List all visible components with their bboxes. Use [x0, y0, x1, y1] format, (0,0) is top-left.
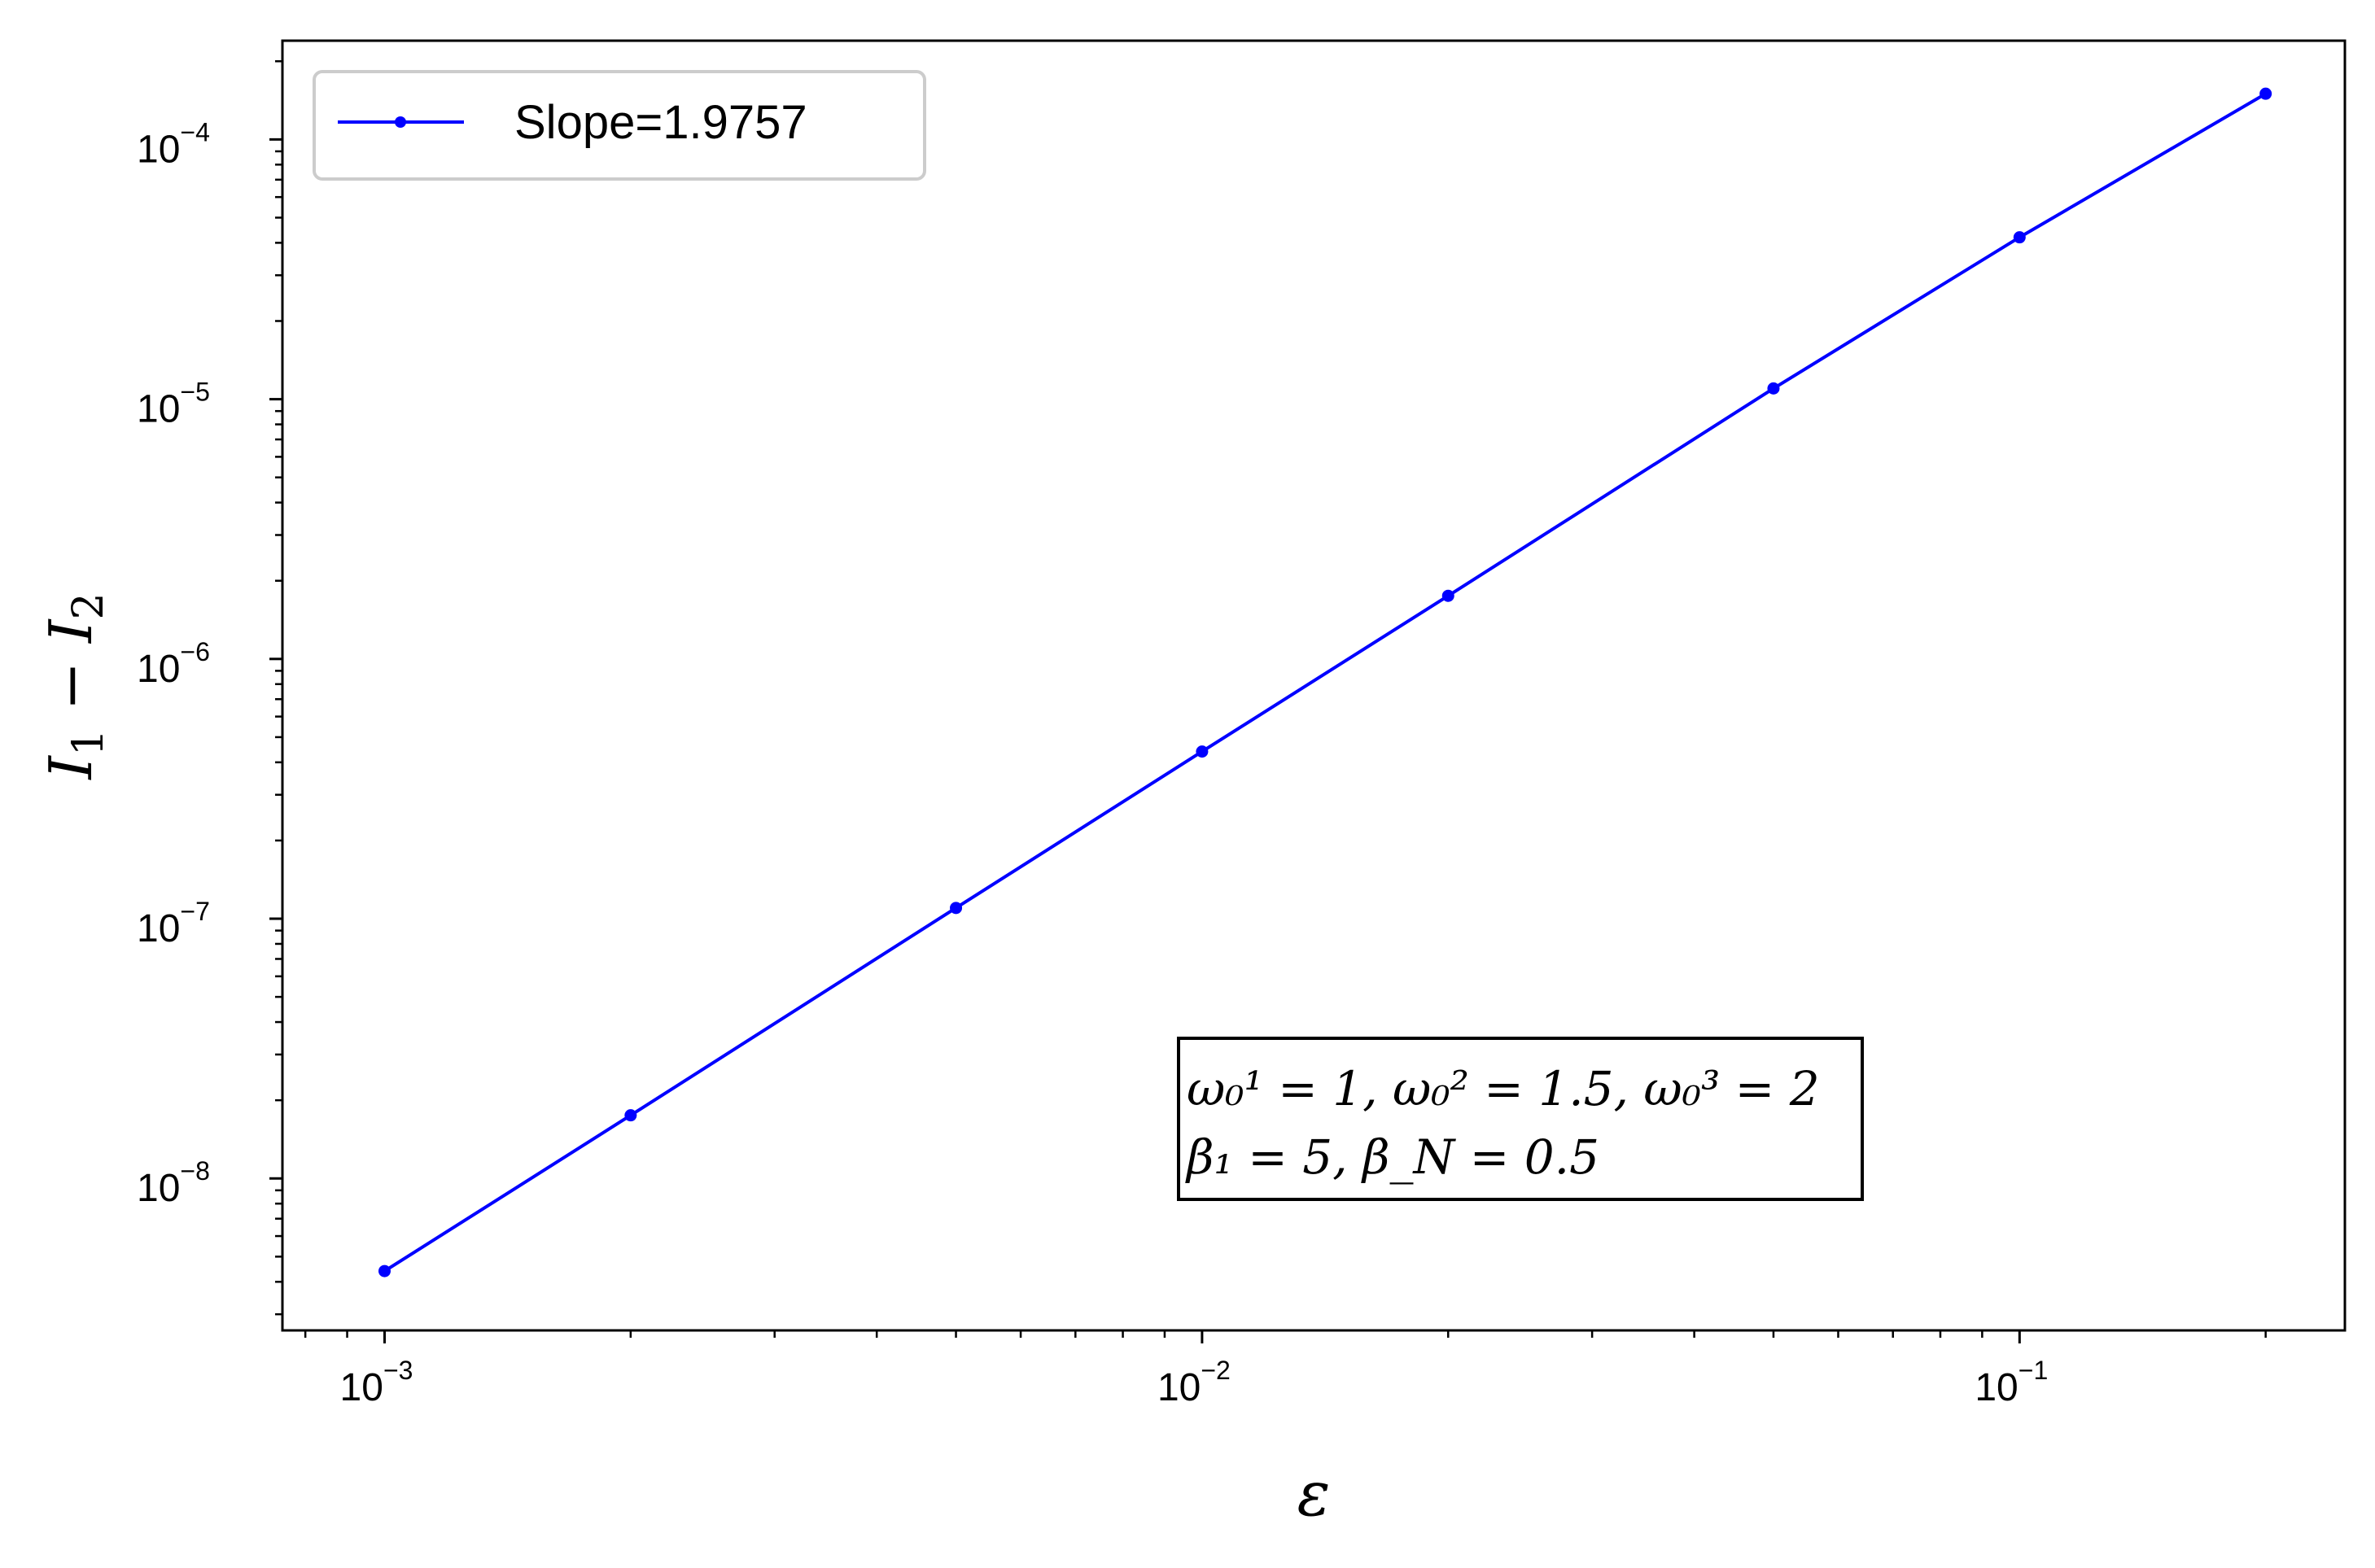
data-point — [1767, 382, 1780, 395]
annotation-line-1: ω₀¹ = 1, ω₀² = 1.5, ω₀³ = 2 — [1187, 1061, 1820, 1116]
y-tick-label: 10−6 — [137, 637, 210, 691]
annotation-line-2: β₁ = 5, β_N = 0.5 — [1185, 1129, 1599, 1185]
legend: Slope=1.9757 — [313, 70, 926, 181]
data-point — [1196, 745, 1209, 758]
y-tick-label: 10−7 — [137, 897, 210, 950]
y-tick-label: 10−4 — [137, 117, 210, 171]
series-layer — [378, 87, 2272, 1278]
y-tick-label: 10−8 — [137, 1156, 210, 1210]
y-axis-label: I1 − I2 — [37, 592, 113, 780]
major-ticks — [269, 138, 2021, 1343]
x-tick-label: 10−3 — [340, 1356, 413, 1409]
data-point — [624, 1109, 637, 1122]
data-point — [378, 1264, 391, 1278]
data-point — [2013, 231, 2026, 244]
annotation-box — [1177, 1037, 1864, 1201]
y-tick-label: 10−5 — [137, 378, 210, 431]
data-point — [950, 902, 963, 915]
x-axis-label: ε — [1297, 1457, 1331, 1530]
legend-marker — [395, 116, 406, 128]
x-tick-label: 10−2 — [1157, 1356, 1231, 1409]
legend-box — [313, 70, 926, 181]
x-tick-label: 10−1 — [1975, 1356, 2048, 1409]
legend-label: Slope=1.9757 — [514, 96, 807, 149]
data-point — [2259, 87, 2272, 100]
annotation: ω₀¹ = 1, ω₀² = 1.5, ω₀³ = 2 β₁ = 5, β_N … — [1177, 1037, 1864, 1201]
series-line — [383, 92, 2267, 1273]
data-point — [1441, 589, 1454, 602]
plot-frame — [281, 39, 2347, 1332]
